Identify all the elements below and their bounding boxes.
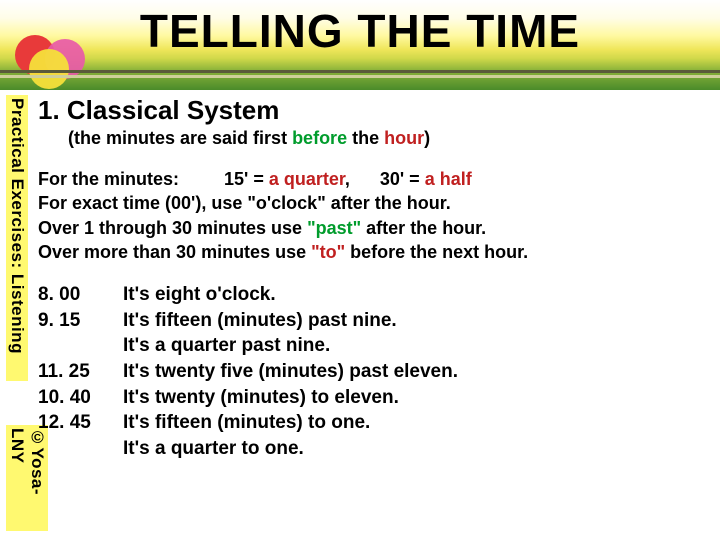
rule3-past: "past": [307, 218, 361, 238]
title-bar: TELLING THE TIME: [0, 0, 720, 90]
example-time: [38, 436, 123, 462]
rule1-c: , 30' =: [345, 169, 425, 189]
rule1-quarter: a quarter: [269, 169, 345, 189]
example-sentence: It's eight o'clock.: [123, 282, 276, 308]
example-sentence: It's a quarter to one.: [123, 436, 304, 462]
page-title: TELLING THE TIME: [0, 4, 720, 58]
side-label-exercises: Practical Exercises: Listening: [6, 95, 28, 381]
slide: TELLING THE TIME Practical Exercises: Li…: [0, 0, 720, 540]
rule1-half: a half: [425, 169, 472, 189]
example-time: 9. 15: [38, 308, 123, 334]
example-time: 8. 00: [38, 282, 123, 308]
example-sentence: It's a quarter past nine.: [123, 333, 330, 359]
section-subheading: (the minutes are said first before the h…: [68, 128, 698, 149]
rule4-to: "to": [311, 242, 345, 262]
rule3-a: Over 1 through 30 minutes use: [38, 218, 307, 238]
example-sentence: It's twenty (minutes) to eleven.: [123, 385, 399, 411]
sub-prefix: (the minutes are said first: [68, 128, 292, 148]
example-time: [38, 333, 123, 359]
example-row: It's a quarter to one.: [38, 436, 698, 462]
content: 1. Classical System (the minutes are sai…: [38, 95, 698, 462]
example-row: 11. 25 It's twenty five (minutes) past e…: [38, 359, 698, 385]
example-time: 11. 25: [38, 359, 123, 385]
rule4-c: before the next hour.: [345, 242, 528, 262]
example-time: 12. 45: [38, 410, 123, 436]
sub-mid: the: [347, 128, 384, 148]
rule-3: Over 1 through 30 minutes use "past" aft…: [38, 216, 698, 240]
example-row: 10. 40 It's twenty (minutes) to eleven.: [38, 385, 698, 411]
example-time: 10. 40: [38, 385, 123, 411]
example-row: 8. 00 It's eight o'clock.: [38, 282, 698, 308]
sub-before: before: [292, 128, 347, 148]
sub-hour: hour: [384, 128, 424, 148]
divider-light: [0, 75, 720, 78]
rule-4: Over more than 30 minutes use "to" befor…: [38, 240, 698, 264]
example-sentence: It's fifteen (minutes) past nine.: [123, 308, 397, 334]
rule4-a: Over more than 30 minutes use: [38, 242, 311, 262]
divider-dark: [0, 70, 720, 73]
rule-1: For the minutes: 15' = a quarter, 30' = …: [38, 167, 698, 191]
rule3-c: after the hour.: [361, 218, 486, 238]
section-heading: 1. Classical System: [38, 95, 698, 126]
example-sentence: It's twenty five (minutes) past eleven.: [123, 359, 458, 385]
examples-block: 8. 00 It's eight o'clock. 9. 15 It's fif…: [38, 282, 698, 461]
example-row: 12. 45 It's fifteen (minutes) to one.: [38, 410, 698, 436]
example-row: 9. 15 It's fifteen (minutes) past nine.: [38, 308, 698, 334]
sub-suffix: ): [424, 128, 430, 148]
rules-block: For the minutes: 15' = a quarter, 30' = …: [38, 167, 698, 264]
rule-2: For exact time (00'), use "o'clock" afte…: [38, 191, 698, 215]
example-sentence: It's fifteen (minutes) to one.: [123, 410, 370, 436]
rule1-a: For the minutes: 15' =: [38, 169, 269, 189]
example-row: It's a quarter past nine.: [38, 333, 698, 359]
